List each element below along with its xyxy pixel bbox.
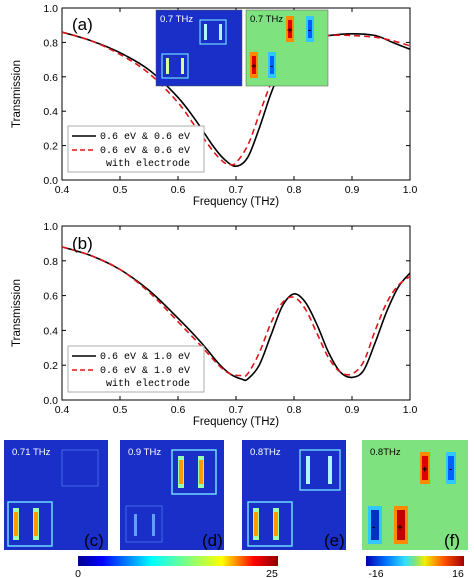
x-axis-label-b: Frequency (THz) (193, 416, 279, 428)
x-tick-label: 0.6 (171, 404, 186, 416)
x-axis-label-a: Frequency (THz) (193, 196, 279, 208)
map-freq-label: 0.71 THz (12, 447, 51, 458)
legend-entry-1: 0.6 eV & 1.0 eV (100, 352, 190, 363)
series-b (61, 246, 411, 382)
x-tick-label: 0.4 (55, 404, 70, 416)
x-tick-label: 0.4 (55, 184, 70, 196)
x-tick-label: 0.9 (345, 184, 360, 196)
colorbar-max: 16 (452, 568, 464, 578)
x-tick-label: 0.5 (113, 404, 128, 416)
x-tick-label: 1.0 (403, 184, 418, 196)
colorbar-charge: -16 16 (366, 556, 464, 578)
charge-minus-mark: - (308, 25, 311, 36)
y-tick-label: 1.0 (43, 221, 58, 233)
y-tick-label: 0.8 (43, 37, 58, 49)
legend-entry-2-line1: 0.6 eV & 0.6 eV (100, 146, 190, 157)
map-panel-label: (c) (84, 531, 104, 550)
legend-b: 0.6 eV & 1.0 eV 0.6 eV & 1.0 eV with ele… (67, 345, 205, 393)
colorbar-field: 0 25 (75, 556, 278, 578)
series-a (61, 31, 411, 168)
legend-entry-2-line1: 0.6 eV & 1.0 eV (100, 366, 190, 377)
y-tick-label: 0.8 (43, 256, 58, 268)
map-freq-label: 0.8THz (370, 447, 401, 458)
x-tick-label: 0.9 (345, 404, 360, 416)
map-panel-label: (f) (444, 531, 460, 550)
y-tick-label: 1.0 (43, 3, 58, 15)
legend-entry-2-line2: with electrode (106, 378, 190, 390)
inset-freq-label-1: 0.7 THz (160, 14, 193, 25)
y-tick-label: 0.6 (43, 291, 58, 303)
legend-a: 0.6 eV & 0.6 eV 0.6 eV & 0.6 eV with ele… (67, 125, 205, 173)
panel-b: 0.4 0.5 0.6 0.7 0.8 0.9 1.00.00.20.40.60.81.0 … (11, 221, 417, 428)
y-axis-label-a: Transmission (11, 60, 23, 128)
field-map-c: 0.71 THz (c) (4, 440, 108, 550)
panel-label-b: (b) (72, 234, 93, 253)
axes-b: 0.4 0.5 0.6 0.7 0.8 0.9 1.0 0.0 0.2 0.4 0.6 0.8 1.0 (43, 221, 417, 416)
x-tick-label: 0.7 (229, 404, 244, 416)
map-freq-label: 0.8THz (250, 447, 281, 458)
colorbar-min: 0 (75, 568, 81, 578)
y-tick-label: 0.4 (43, 325, 58, 337)
panel-a: 0.4 0.5 0.6 0.7 0.8 0.9 1.00.00.20.40.60.81.0 … (11, 3, 417, 208)
legend-entry-2-line2: with electrode (106, 158, 190, 170)
charge-plus-mark: + (287, 25, 293, 36)
field-map-d: 0.9 THz (d) (120, 440, 224, 550)
map-panel-label: (d) (202, 531, 223, 550)
field-map-e: 0.8THz (e) (242, 440, 346, 550)
map-freq-label: 0.9 THz (128, 447, 161, 458)
map-panel-label: (e) (324, 531, 345, 550)
charge-minus-mark: - (270, 61, 273, 72)
charge-minus-mark: - (449, 464, 452, 475)
inset-freq-label-2: 0.7 THz (250, 14, 283, 25)
x-tick-label: 0.8 (287, 184, 302, 196)
inset-charge-a: 0.7 THz + - + - (245, 9, 329, 87)
panel-label-a: (a) (72, 15, 93, 34)
x-tick-label: 0.6 (171, 184, 186, 196)
y-tick-label: 0.2 (43, 141, 58, 153)
x-tick-label: 0.7 (229, 184, 244, 196)
inset-field-a: 0.7 THz (155, 9, 243, 87)
y-axis-label-b: Transmission (11, 279, 23, 347)
y-tick-label: 0.0 (43, 395, 58, 407)
axes-a: 0.4 0.5 0.6 0.7 0.8 0.9 1.0 0.0 0.2 0.4 0.6 0.8 1.0 (43, 3, 417, 196)
y-tick-label: 0.2 (43, 360, 58, 372)
colorbar-min: -16 (368, 568, 383, 578)
charge-minus-mark: - (372, 522, 375, 533)
x-tick-label: 0.8 (287, 404, 302, 416)
x-tick-label: 0.5 (113, 184, 128, 196)
series-line-solid (61, 246, 411, 382)
series-line-dashed (61, 246, 411, 377)
x-tick-label: 1.0 (403, 404, 418, 416)
series-line-solid (61, 31, 411, 168)
charge-plus-mark: + (251, 61, 257, 72)
y-tick-label: 0.6 (43, 72, 58, 84)
field-map-f: 0.8THz + - + - (f) (362, 440, 468, 550)
charge-plus-mark: + (422, 464, 428, 475)
y-tick-label: 0.0 (43, 175, 58, 187)
colorbar-max: 25 (266, 568, 278, 578)
y-tick-label: 0.4 (43, 106, 58, 118)
charge-plus-mark: + (397, 522, 403, 533)
legend-entry-1: 0.6 eV & 0.6 eV (100, 132, 190, 143)
series-line-dashed (61, 31, 411, 166)
